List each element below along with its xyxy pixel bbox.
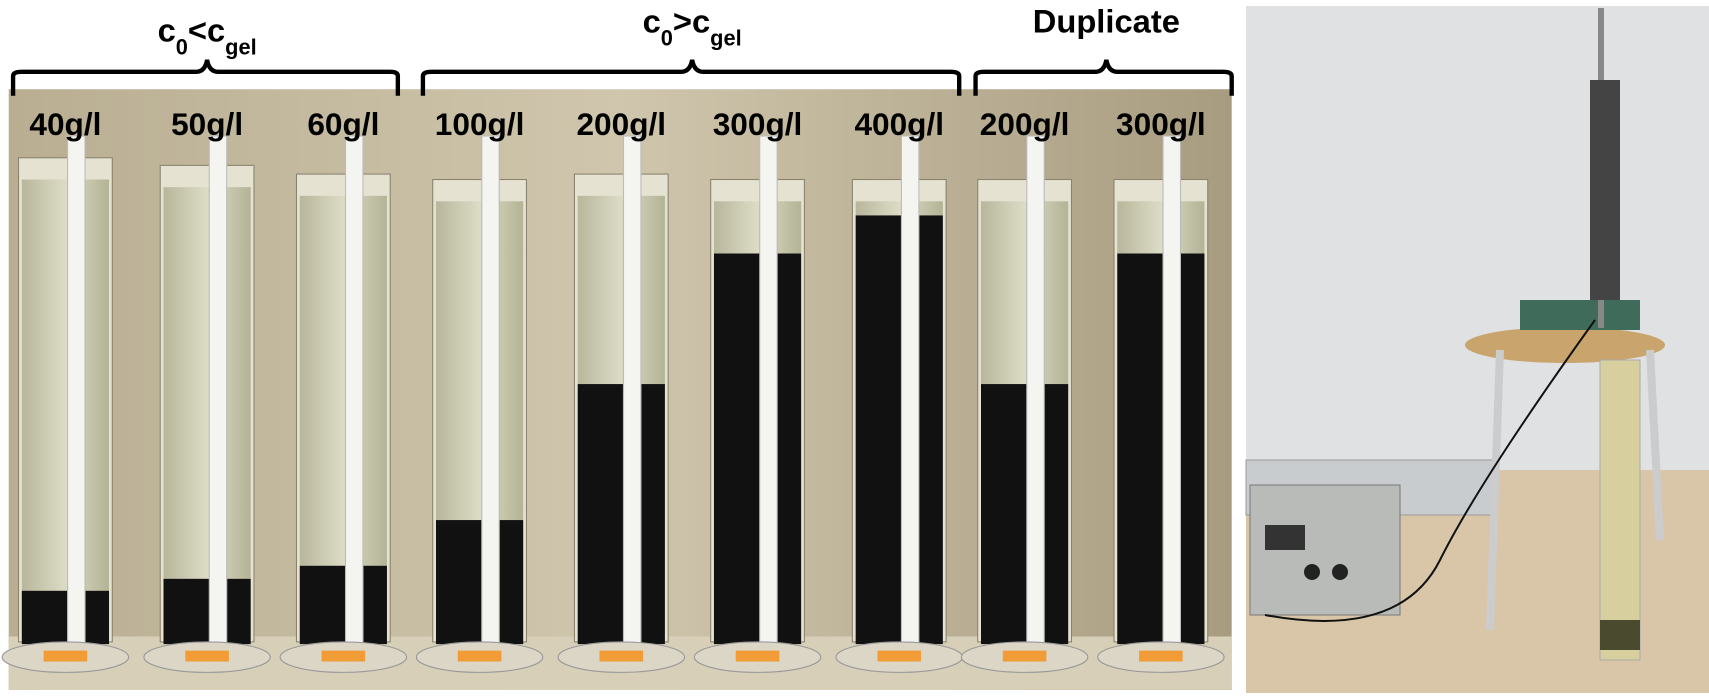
liquid [163,187,251,579]
cylinder-label: 50g/l [171,106,243,142]
sediment [436,520,524,645]
stool-leg [1486,349,1504,631]
cylinder-label: 300g/l [713,106,803,142]
sediment [21,590,109,645]
tag [1139,650,1183,662]
label-part: <c [188,11,225,48]
ruler [208,135,228,648]
subscript: 0 [661,25,673,50]
bracket [420,59,962,96]
sediment [981,384,1069,645]
ruler [344,135,364,648]
subscript: gel [710,25,741,50]
subscript: gel [225,34,256,59]
ruler [622,135,642,648]
bracket [10,59,401,96]
group-label: Duplicate [1033,3,1180,40]
tag [321,650,366,662]
stool-leg [1646,349,1664,541]
ruler [900,135,920,648]
tag [877,650,922,662]
label-part: Duplicate [1033,3,1180,40]
liquid [1117,201,1205,254]
ruler [1026,135,1045,648]
cable [1264,319,1596,622]
setup-photo [1245,6,1709,693]
sediment [855,215,943,645]
display [1265,525,1305,550]
sediment [577,384,665,645]
knob [1304,564,1320,580]
tag [457,650,502,662]
tag [1002,650,1047,662]
sediment [163,578,251,645]
ruler [67,135,86,648]
cylinder-label: 400g/l [854,106,944,142]
group-label: c0>cgel [643,3,742,50]
subscript: 0 [176,34,188,59]
cylinder-label: 300g/l [1116,106,1206,142]
tag [43,650,88,662]
liquid [299,195,387,566]
liquid [577,195,665,385]
liquid [855,201,943,216]
tag [735,650,780,662]
sediment [299,565,387,645]
sediment [1117,253,1205,645]
cylinder-label: 40g/l [29,106,101,142]
cylinder [1599,359,1641,661]
liquid [981,201,1069,385]
knob [1332,564,1348,580]
tag [185,650,229,662]
probe-holder [1590,80,1620,300]
group-label: c0<cgel [158,11,257,58]
ruler [481,135,500,648]
cylinder-photo: 40g/l 50g/l 60g/l 100g/l 200g/l 300g/l 400g/l 2… [1,3,1234,690]
label-part: >c [673,3,710,40]
tag [599,650,644,662]
ruler [759,135,778,648]
ruler [1162,135,1182,648]
cylinder-label: 60g/l [307,106,379,142]
bracket [973,59,1234,96]
label-part: c [158,11,176,48]
sediment [713,253,802,645]
cylinder-label: 200g/l [980,106,1070,142]
cylinder-label: 200g/l [576,106,666,142]
label-part: c [643,3,661,40]
stand-base [1520,300,1640,330]
cylinder-label: 100g/l [435,106,525,142]
stool-seat [1465,327,1665,363]
sediment [1600,620,1640,650]
liquid [713,201,802,254]
liquid [436,201,524,521]
liquid [21,179,109,591]
